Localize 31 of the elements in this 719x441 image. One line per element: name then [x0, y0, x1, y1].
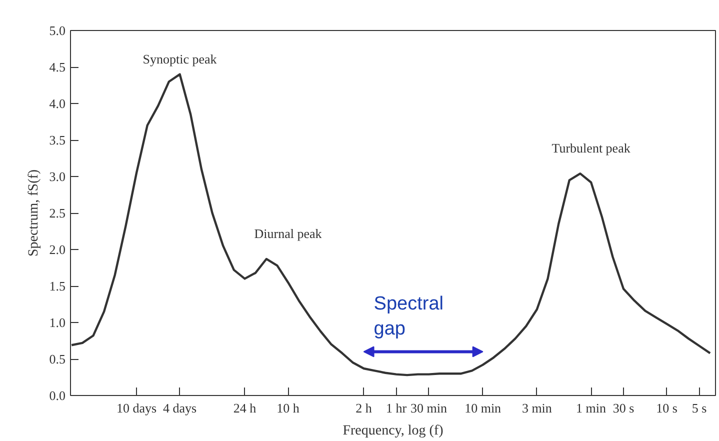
- annotation: Spectral gap: [374, 294, 444, 340]
- x-tick-label: 2 h: [356, 400, 372, 416]
- y-tick-label: 1.0: [49, 315, 66, 330]
- x-tick-label: 3 min: [522, 400, 552, 416]
- x-tick-label: 10 h: [276, 400, 300, 416]
- y-tick-label: 3.0: [49, 169, 66, 184]
- line-series: [70, 73, 712, 376]
- y-tick-label: 0.0: [49, 388, 66, 403]
- x-tick-label: 4 days: [163, 400, 197, 416]
- x-tick-label: 1 hr: [386, 400, 408, 416]
- annotation: Diurnal peak: [254, 226, 322, 241]
- x-tick-label: 24 h: [233, 400, 257, 416]
- y-tick-label: 0.5: [49, 352, 66, 366]
- x-tick-label: 5 s: [692, 400, 707, 416]
- x-tick-label: 30 min: [410, 400, 448, 416]
- x-axis-title: Frequency, log (f): [342, 424, 444, 438]
- y-tick-label: 5.0: [49, 23, 66, 38]
- y-tick-label: 2.0: [49, 242, 66, 257]
- y-axis-title: Spectrum, fS(f): [26, 169, 42, 257]
- y-tick-label: 4.0: [49, 96, 66, 111]
- x-tick-label: 10 min: [464, 400, 502, 416]
- annotation: Synoptic peak: [142, 51, 218, 66]
- x-tick-label: 10 days: [116, 400, 157, 416]
- x-tick-label: 10 s: [656, 400, 678, 416]
- x-tick-label: 1 min: [576, 400, 607, 416]
- y-tick-label: 4.5: [49, 60, 66, 74]
- x-tick-label: 30 s: [612, 400, 634, 416]
- y-tick-label: 1.5: [49, 278, 66, 294]
- y-tick-label: 2.5: [49, 206, 66, 220]
- annotation: Turbulent peak: [552, 140, 631, 156]
- y-tick-label: 3.5: [49, 132, 66, 148]
